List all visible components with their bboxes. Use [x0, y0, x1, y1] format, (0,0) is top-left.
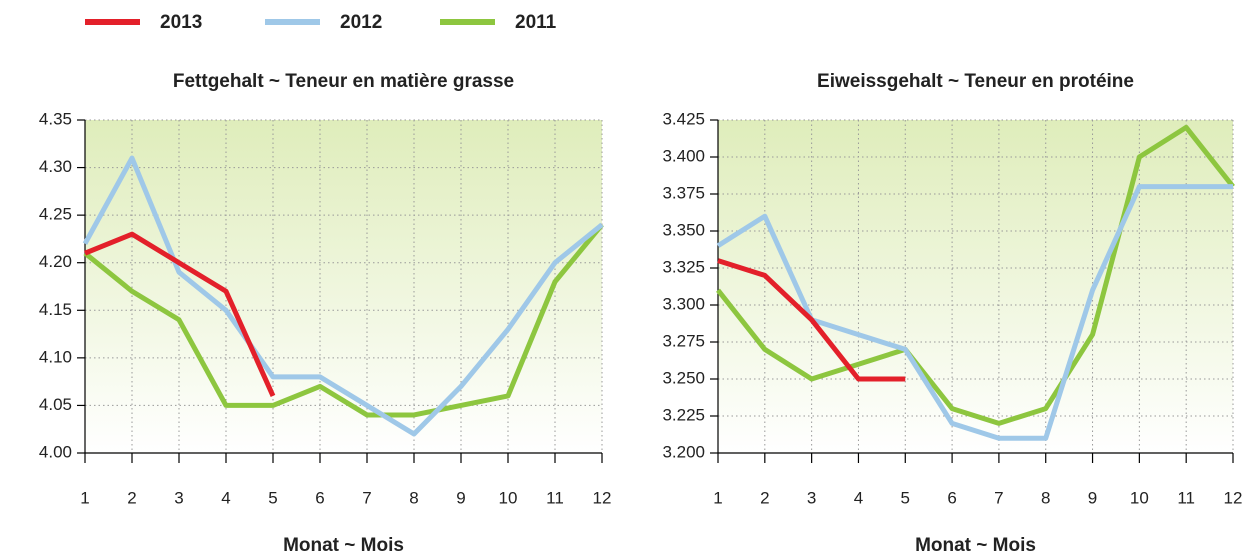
- chart-title: Eiweissgehalt ~ Teneur en protéine: [817, 71, 1134, 92]
- x-tick-label: 7: [362, 488, 371, 507]
- series-line: [717, 258, 906, 382]
- y-tick-label: 4.15: [39, 300, 72, 319]
- y-tick-label: 3.275: [662, 331, 705, 350]
- series-line: [82, 155, 604, 437]
- series-line: [716, 124, 1235, 426]
- x-tick-label: 7: [994, 488, 1003, 507]
- y-tick-label: 4.35: [39, 109, 72, 128]
- x-tick-label: 10: [499, 488, 518, 507]
- y-tick-label: 3.250: [662, 368, 705, 387]
- plot-background: [85, 120, 602, 453]
- y-tick-label: 4.00: [39, 442, 72, 461]
- x-axis-label: Monat ~ Mois: [283, 535, 404, 556]
- series-line: [83, 223, 604, 418]
- y-tick-label: 3.225: [662, 405, 705, 424]
- x-tick-label: 9: [456, 488, 465, 507]
- chart-title: Fettgehalt ~ Teneur en matière grasse: [173, 71, 514, 92]
- series-line: [84, 231, 276, 397]
- x-tick-label: 1: [713, 488, 722, 507]
- y-tick-label: 4.05: [39, 395, 72, 414]
- x-tick-label: 6: [315, 488, 324, 507]
- legend-label: 2011: [515, 12, 557, 33]
- x-tick-label: 5: [268, 488, 277, 507]
- x-tick-label: 1: [80, 488, 89, 507]
- y-tick-label: 3.400: [662, 146, 705, 165]
- x-tick-label: 11: [546, 488, 564, 507]
- plot-background: [718, 120, 1233, 453]
- x-tick-label: 3: [807, 488, 816, 507]
- x-tick-label: 4: [854, 488, 863, 507]
- y-tick-label: 3.425: [662, 109, 705, 128]
- y-tick-label: 3.325: [662, 257, 705, 276]
- x-tick-label: 10: [1130, 488, 1149, 507]
- y-tick-label: 4.25: [39, 205, 72, 224]
- y-tick-label: 3.300: [662, 294, 705, 313]
- series-line: [716, 184, 1233, 441]
- x-tick-label: 12: [1224, 488, 1243, 507]
- y-tick-label: 3.375: [662, 183, 705, 202]
- legend-label: 2013: [160, 12, 202, 33]
- x-tick-label: 11: [1177, 488, 1195, 507]
- y-tick-label: 3.200: [662, 442, 705, 461]
- y-tick-label: 4.20: [39, 252, 72, 271]
- x-tick-label: 3: [174, 488, 183, 507]
- x-tick-label: 2: [127, 488, 136, 507]
- x-tick-label: 2: [760, 488, 769, 507]
- x-tick-label: 6: [947, 488, 956, 507]
- x-axis-label: Monat ~ Mois: [915, 535, 1036, 556]
- x-tick-label: 8: [1041, 488, 1050, 507]
- y-tick-label: 4.30: [39, 157, 72, 176]
- x-tick-label: 9: [1088, 488, 1097, 507]
- x-tick-label: 5: [901, 488, 910, 507]
- y-tick-label: 4.10: [39, 347, 72, 366]
- x-tick-label: 4: [221, 488, 230, 507]
- x-tick-label: 12: [593, 488, 612, 507]
- x-tick-label: 8: [409, 488, 418, 507]
- y-tick-label: 3.350: [662, 220, 705, 239]
- legend-label: 2012: [340, 12, 382, 33]
